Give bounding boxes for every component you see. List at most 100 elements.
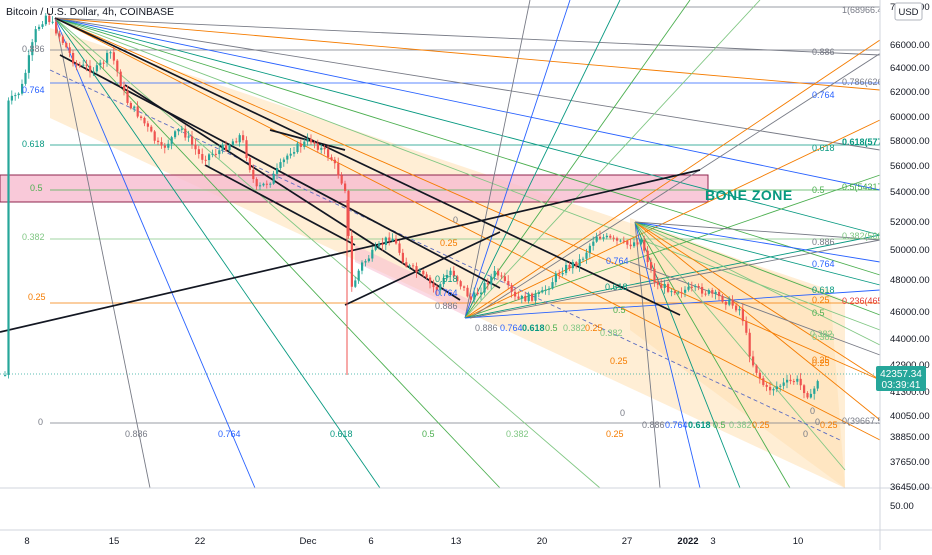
candle-body (758, 372, 761, 379)
candle-body (639, 239, 642, 245)
trend-line[interactable] (59, 54, 501, 289)
candle-body (248, 158, 251, 170)
currency-badge[interactable]: USD (894, 2, 923, 21)
candle (214, 148, 217, 158)
candle-body (391, 238, 394, 241)
candle (44, 13, 47, 27)
trend-line[interactable] (124, 84, 461, 301)
candle (796, 375, 799, 385)
candle (296, 141, 299, 154)
candle-body (490, 276, 493, 285)
candle (690, 281, 693, 292)
candle (235, 137, 238, 144)
bone-zone-label: BONE ZONE (705, 187, 793, 203)
trend-line[interactable] (204, 164, 356, 246)
candle-body (684, 289, 687, 293)
candle (531, 292, 534, 302)
bone-zone-band[interactable] (0, 174, 709, 203)
candle-body (480, 292, 483, 295)
mid-fan-line (464, 289, 881, 319)
candle-body (58, 33, 61, 37)
candle (486, 278, 489, 290)
bottom-fan-label: 0.382 (506, 429, 529, 439)
candle (354, 276, 357, 289)
candle (211, 149, 214, 158)
candle (306, 133, 309, 146)
candle-body (435, 287, 438, 291)
right-fib-label: 0.5 (812, 185, 825, 195)
candle (313, 140, 316, 149)
candle (772, 387, 775, 396)
candle-body (99, 62, 102, 66)
price-scale-panel[interactable] (880, 0, 932, 550)
small-fib-label: 0.764 (435, 288, 458, 298)
candle-body (371, 249, 374, 259)
descending-channel-fill (50, 28, 845, 488)
candle-body (697, 286, 700, 288)
candle-body (323, 147, 326, 150)
candle-body (602, 237, 605, 239)
candle (490, 273, 493, 290)
candle-body (728, 299, 731, 305)
candle (537, 290, 540, 298)
price-tick-label: 38850.00 (890, 432, 930, 443)
candle (439, 281, 442, 296)
candle-body (160, 142, 163, 146)
candle (435, 284, 438, 296)
candle-body (252, 169, 255, 180)
candle (524, 291, 527, 303)
candle-body (364, 261, 367, 263)
candle-body (374, 246, 377, 250)
right-fib-label: 0.618 (812, 285, 835, 295)
candle (731, 295, 734, 309)
candle (197, 145, 200, 159)
candle (391, 233, 394, 242)
candle-body (432, 283, 435, 288)
small-fib-label: 0.25 (610, 356, 628, 366)
candle (500, 272, 503, 280)
price-tick-label: 58000.00 (890, 136, 930, 147)
candle (48, 12, 51, 25)
candle (762, 375, 765, 387)
candle-body (588, 245, 591, 253)
candle-body (177, 129, 180, 132)
candle-body (194, 144, 197, 150)
candle (663, 279, 666, 294)
trend-line[interactable] (344, 231, 501, 306)
trend-line[interactable] (0, 169, 701, 333)
candle (459, 279, 462, 290)
candle (704, 290, 707, 297)
candle (14, 92, 17, 101)
candle-body (670, 291, 673, 293)
candle (442, 273, 445, 288)
candle-body (357, 270, 360, 281)
candle-body (82, 64, 85, 66)
candle-body (585, 252, 588, 259)
candle (629, 238, 632, 250)
candle-body (286, 155, 289, 160)
last-price-value: 42357.34 (880, 369, 922, 380)
candle (259, 182, 262, 190)
candle-body (677, 292, 680, 294)
main-fan-line (54, 17, 501, 489)
candle-body (558, 273, 561, 275)
candle (320, 144, 323, 154)
candle (245, 136, 248, 162)
candle (112, 46, 115, 65)
candle (384, 236, 387, 251)
bottom-fan-label: 0.886 (125, 429, 148, 439)
lower-channel-fill (630, 218, 845, 488)
candle (255, 177, 258, 190)
candle (218, 144, 221, 159)
candle (106, 50, 109, 67)
candle-body (85, 64, 88, 66)
lower-fan-label: 0.618 (688, 420, 711, 430)
candle (748, 328, 751, 363)
candle (463, 285, 466, 292)
candle (684, 286, 687, 298)
candle-body (531, 293, 534, 301)
lower-fan-line (634, 221, 846, 471)
candle-body (48, 15, 51, 23)
